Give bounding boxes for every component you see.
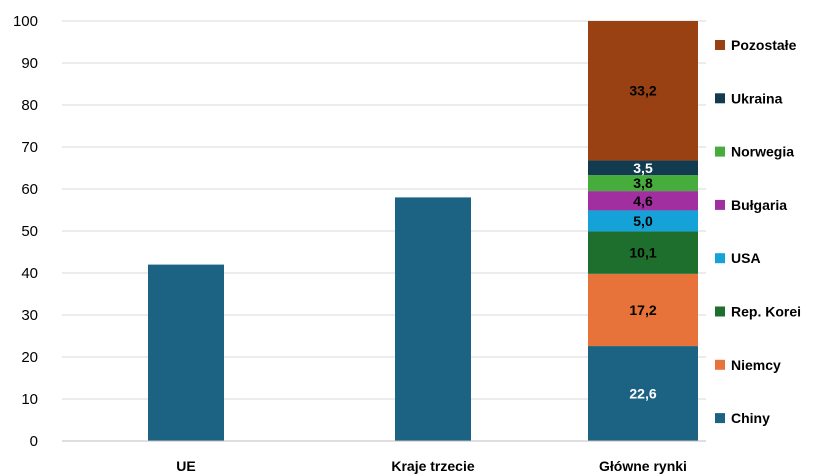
y-tick-label: 70	[21, 139, 38, 156]
y-tick-label: 100	[13, 13, 38, 30]
y-tick-label: 60	[21, 181, 38, 198]
legend-label: Pozostałe	[731, 37, 797, 53]
bar-ue	[148, 264, 224, 441]
segment-value-label: 33,2	[629, 83, 656, 99]
legend-label: USA	[731, 250, 761, 266]
segment-value-label: 3,8	[633, 175, 653, 191]
x-tick-label: Główne rynki	[599, 458, 687, 474]
legend-swatch	[715, 93, 725, 104]
legend-label: Norwegia	[731, 144, 794, 160]
y-tick-label: 0	[30, 433, 38, 450]
y-tick-label: 50	[21, 223, 38, 240]
segment-value-label: 3,5	[633, 160, 653, 176]
segment-bułgaria	[588, 191, 698, 211]
legend-swatch	[715, 253, 725, 264]
segment-ukraina	[588, 160, 698, 176]
y-tick-label: 90	[21, 55, 38, 72]
y-tick-label: 10	[21, 391, 38, 408]
legend-label: Niemcy	[731, 357, 781, 373]
legend-swatch	[715, 199, 725, 210]
segment-pozostałe	[588, 21, 698, 161]
y-tick-label: 40	[21, 265, 38, 282]
legend-swatch	[715, 413, 725, 424]
segment-value-label: 5,0	[633, 213, 653, 229]
y-tick-label: 30	[21, 307, 38, 324]
legend-swatch	[715, 146, 725, 157]
legend-swatch	[715, 40, 725, 50]
segment-value-label: 17,2	[629, 302, 656, 318]
y-tick-label: 80	[21, 97, 38, 114]
segment-rep-korei	[588, 231, 698, 274]
legend-label: Bułgaria	[731, 197, 787, 213]
legend-label: Chiny	[731, 410, 770, 426]
legend-swatch	[715, 306, 725, 317]
segment-niemcy	[588, 273, 698, 347]
legend-swatch	[715, 359, 725, 370]
segment-value-label: 22,6	[629, 386, 656, 402]
segment-norwegia	[588, 175, 698, 192]
segment-usa	[588, 210, 698, 232]
segment-value-label: 4,6	[633, 193, 653, 209]
y-tick-label: 20	[21, 349, 38, 366]
segment-chiny	[588, 346, 698, 441]
legend-label: Rep. Korei	[731, 304, 801, 320]
segment-value-label: 10,1	[629, 245, 656, 261]
x-tick-label: Kraje trzecie	[391, 458, 474, 474]
x-tick-label: UE	[176, 458, 195, 474]
legend-label: Ukraina	[731, 90, 783, 106]
bar-kraje-trzecie	[395, 197, 471, 441]
